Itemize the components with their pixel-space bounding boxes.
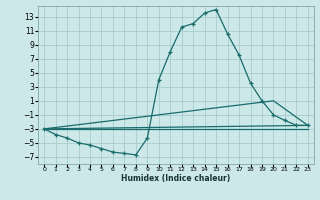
X-axis label: Humidex (Indice chaleur): Humidex (Indice chaleur) — [121, 174, 231, 183]
